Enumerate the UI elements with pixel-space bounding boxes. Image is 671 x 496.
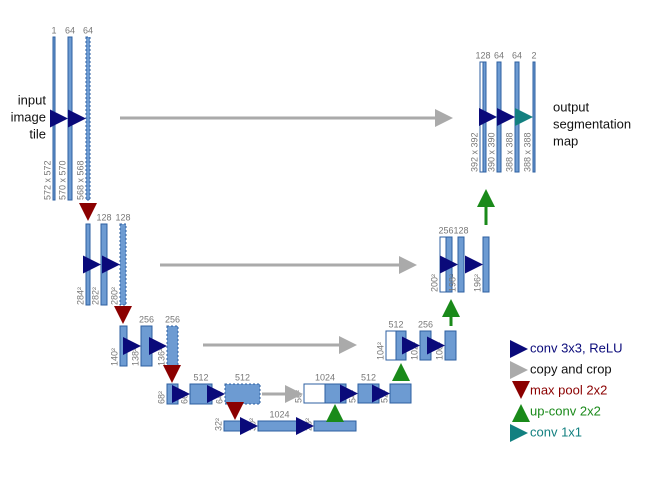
size-label: 392 x 392 [469, 132, 479, 172]
size-label: 388 x 388 [504, 132, 514, 172]
feature-map [224, 383, 261, 405]
feature-map-copied [385, 330, 397, 361]
size-label: 54² [347, 390, 357, 403]
size-label: 388 x 388 [522, 132, 532, 172]
channel-count: 256 [438, 225, 453, 235]
feature-map [514, 61, 520, 173]
feature-map [119, 325, 128, 367]
size-label: 140² [109, 348, 119, 366]
size-label: 280² [109, 287, 119, 305]
size-label: 32² [213, 418, 223, 431]
size-label: 282² [90, 287, 100, 305]
channel-count: 64 [65, 25, 75, 35]
size-label: 390 x 390 [486, 132, 496, 172]
size-label: 284² [75, 287, 85, 305]
feature-map-copied [303, 383, 326, 404]
input-label: input [18, 92, 47, 107]
feature-map [324, 383, 347, 404]
legend-label: up-conv 2x2 [530, 403, 601, 418]
size-label: 198² [447, 274, 457, 292]
size-label: 52² [379, 390, 389, 403]
channel-count: 128 [96, 212, 111, 222]
output-label: map [553, 133, 578, 148]
size-label: 572 x 572 [42, 160, 52, 200]
feature-map [166, 325, 179, 367]
output-label: segmentation [553, 116, 631, 131]
size-label: 136² [156, 348, 166, 366]
channel-count: 512 [361, 372, 376, 382]
size-label: 68² [156, 391, 166, 404]
legend-label: conv 1x1 [530, 424, 582, 439]
size-label: 570 x 570 [57, 160, 67, 200]
feature-map [189, 383, 213, 405]
channel-count: 64 [494, 50, 504, 60]
feature-map [532, 61, 536, 173]
channel-count: 512 [193, 372, 208, 382]
feature-map [444, 330, 457, 361]
channel-count: 1024 [269, 409, 289, 419]
channel-count: 64 [512, 50, 522, 60]
feature-map [67, 36, 73, 201]
legend-label: max pool 2x2 [530, 382, 607, 397]
channel-count: 256 [139, 314, 154, 324]
feature-map [496, 61, 502, 173]
channel-count: 1 [51, 25, 56, 35]
feature-map [100, 223, 108, 306]
feature-map [389, 383, 412, 404]
channel-count: 512 [388, 319, 403, 329]
feature-map [52, 36, 56, 201]
channel-count: 256 [165, 314, 180, 324]
size-label: 200² [429, 274, 439, 292]
feature-map [313, 420, 357, 432]
feature-map [223, 420, 246, 432]
channel-count: 2 [531, 50, 536, 60]
channel-count: 64 [83, 25, 93, 35]
feature-map [166, 383, 179, 405]
channel-count: 128 [475, 50, 490, 60]
legend-label: copy and crop [530, 361, 612, 376]
input-label: image [11, 109, 46, 124]
size-label: 196² [472, 274, 482, 292]
channel-count: 512 [235, 372, 250, 382]
feature-map [457, 236, 465, 293]
feature-map-copied [439, 236, 447, 293]
size-label: 56² [293, 390, 303, 403]
feature-map [85, 36, 91, 201]
channel-count: 128 [453, 225, 468, 235]
feature-map [357, 383, 380, 404]
size-label: 104² [375, 342, 385, 360]
output-label: output [553, 99, 590, 114]
size-label: 30² [247, 418, 257, 431]
size-label: 138² [130, 348, 140, 366]
input-label: tile [29, 126, 46, 141]
feature-map [119, 223, 127, 306]
feature-map [140, 325, 153, 367]
channel-count: 128 [115, 212, 130, 222]
feature-map [257, 420, 302, 432]
legend-label: conv 3x3, ReLU [530, 340, 623, 355]
feature-map [419, 330, 432, 361]
feature-map [482, 236, 490, 293]
channel-count: 1024 [315, 372, 335, 382]
size-label: 568 x 568 [75, 160, 85, 200]
channel-count: 256 [418, 319, 433, 329]
size-label: 28² [303, 418, 313, 431]
feature-map [395, 330, 407, 361]
